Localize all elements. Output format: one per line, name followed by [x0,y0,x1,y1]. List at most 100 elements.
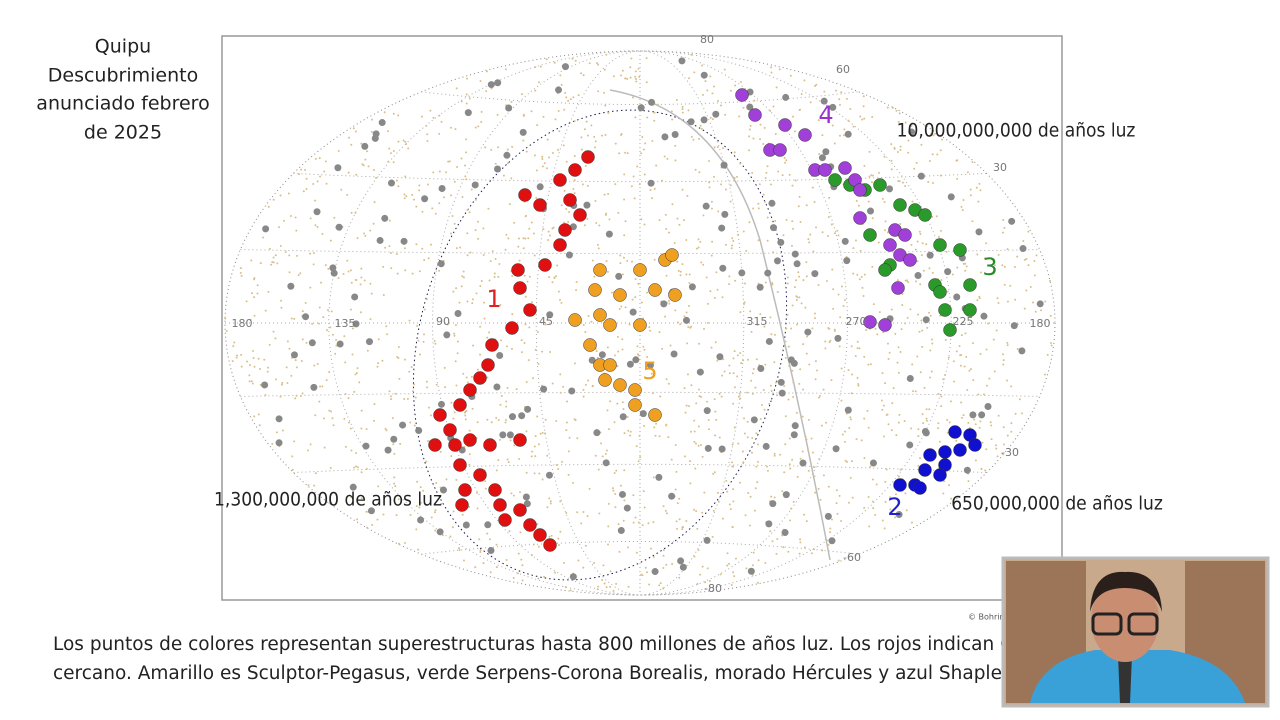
cluster-dot [908,128,916,136]
cluster-dot [756,283,764,291]
galaxy-dot [535,196,538,199]
galaxy-dot [554,118,557,121]
galaxy-dot [543,162,546,165]
galaxy-dot [856,273,859,276]
galaxy-dot [874,327,877,330]
galaxy-dot [689,430,692,433]
galaxy-dot [887,357,890,360]
galaxy-dot [958,344,961,347]
galaxy-dot [614,506,617,509]
galaxy-dot [737,442,740,445]
galaxy-dot [651,392,654,395]
galaxy-dot [899,149,902,152]
galaxy-dot [615,582,618,585]
galaxy-dot [574,59,577,62]
galaxy-dot [619,262,622,265]
galaxy-dot [699,240,702,243]
galaxy-dot [867,200,870,203]
galaxy-dot [557,544,560,547]
galaxy-dot [286,340,289,343]
galaxy-dot [946,418,949,421]
galaxy-dot [681,263,684,266]
cluster-dot [290,351,298,359]
galaxy-dot [877,241,880,244]
galaxy-dot [787,550,790,553]
galaxy-dot [604,104,607,107]
galaxy-dot [931,153,934,156]
galaxy-dot [360,409,363,412]
galaxy-dot [822,388,825,391]
cluster-dot [302,313,310,321]
galaxy-dot [349,427,352,430]
galaxy-dot [331,417,334,420]
galaxy-dot [458,548,461,551]
galaxy-dot [650,372,653,375]
galaxy-dot [763,126,766,129]
galaxy-dot [948,421,951,424]
galaxy-dot [587,379,590,382]
galaxy-dot [569,98,572,101]
galaxy-dot [695,247,698,250]
galaxy-dot [313,364,316,367]
galaxy-dot [337,149,340,152]
galaxy-dot [418,189,421,192]
galaxy-dot [555,419,558,422]
title-line: Descubrimiento [48,65,198,87]
galaxy-dot [890,143,893,146]
galaxy-dot [969,194,972,197]
galaxy-dot [883,527,886,530]
galaxy-dot [843,298,846,301]
galaxy-dot [603,582,606,585]
galaxy-dot [547,230,550,233]
galaxy-dot [274,378,277,381]
galaxy-dot [920,143,923,146]
galaxy-dot [724,243,727,246]
galaxy-dot [476,368,479,371]
galaxy-dot [644,142,647,145]
galaxy-dot [607,543,610,546]
galaxy-dot [256,292,259,295]
galaxy-dot [1018,398,1021,401]
galaxy-dot [635,80,638,83]
galaxy-dot [812,250,815,253]
galaxy-dot [272,256,275,259]
galaxy-dot [989,421,992,424]
galaxy-dot [406,397,409,400]
lon-label: 270 [846,315,867,328]
galaxy-dot [724,113,727,116]
galaxy-dot [678,576,681,579]
galaxy-dot [993,370,996,373]
galaxy-dot [466,381,469,384]
galaxy-dot [764,177,767,180]
galaxy-dot [506,458,509,461]
galaxy-dot [751,564,754,567]
galaxy-dot [593,561,596,564]
galaxy-dot [397,345,400,348]
galaxy-dot [700,127,703,130]
galaxy-dot [925,419,928,422]
galaxy-dot [377,338,380,341]
structure-dot [505,321,519,335]
galaxy-dot [557,148,560,151]
galaxy-dot [478,538,481,541]
galaxy-dot [786,276,789,279]
galaxy-dot [739,352,742,355]
galaxy-dot [931,271,934,274]
galaxy-dot [692,138,695,141]
cluster-dot [777,378,785,386]
galaxy-dot [871,478,874,481]
galaxy-dot [910,125,913,128]
galaxy-dot [906,316,909,319]
galaxy-dot [734,279,737,282]
galaxy-dot [749,310,752,313]
galaxy-dot [354,373,357,376]
cluster-dot [922,429,930,437]
galaxy-dot [863,506,866,509]
galaxy-dot [887,423,890,426]
cluster-dot [704,444,712,452]
galaxy-dot [637,460,640,463]
cluster-dot [963,466,971,474]
galaxy-dot [563,189,566,192]
lat-label: 60 [836,63,850,76]
galaxy-dot [415,243,418,246]
